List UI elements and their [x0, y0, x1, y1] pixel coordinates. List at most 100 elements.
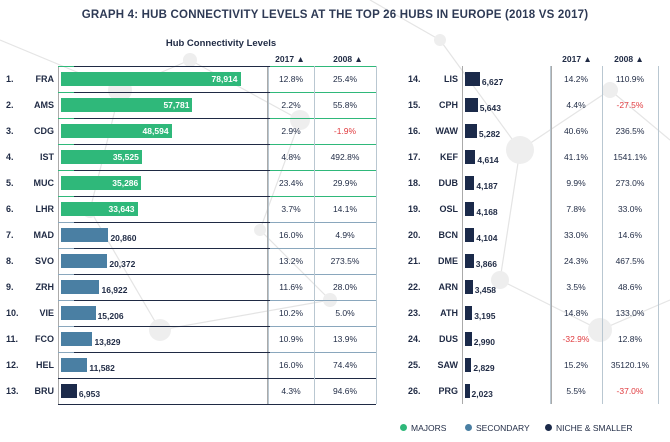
column-divider [376, 66, 377, 404]
row-rank: 23. [408, 308, 421, 318]
table-row: 20. BCN 4,104 33.0% 14.6% [388, 222, 670, 248]
bar-cell: 5,643 [462, 92, 552, 118]
bar-value-label: 6,953 [78, 389, 101, 399]
bar-cell: 3,458 [462, 274, 552, 300]
airport-code: DUS [438, 334, 458, 344]
value-2017: 33.0% [563, 230, 589, 240]
bar-cell: 2,990 [462, 326, 552, 352]
value-2017: 15.2% [563, 360, 589, 370]
bar-zrh [61, 280, 100, 294]
bar-prg [465, 384, 470, 398]
bar-cell: 13,829 [58, 326, 268, 352]
value-2017: 4.8% [281, 152, 301, 162]
value-2018: 12.8% [617, 334, 643, 344]
airport-code: ZRH [35, 282, 55, 292]
row-rank: 20. [408, 230, 421, 240]
airport-code: VIE [39, 308, 54, 318]
row-separator [74, 404, 270, 405]
bar-value-label: 4,168 [476, 207, 498, 217]
value-2017: 11.6% [279, 282, 303, 292]
bar-value-label: 6,627 [481, 77, 504, 87]
airport-code: FRA [35, 74, 55, 84]
airport-code: ATH [440, 308, 458, 318]
value-2018: 492.8% [330, 152, 360, 162]
bar-vie [61, 306, 96, 320]
table-row: 12. HEL 11,582 16.0% 74.4% [0, 352, 390, 378]
table-row: 1. FRA 78,914 12.8% 25.4% [0, 66, 390, 92]
value-2017: 14.8% [563, 308, 589, 318]
value-2017: 2.9% [281, 126, 301, 136]
bar-value-label: 16,922 [101, 285, 128, 295]
bar-value-label: 3,866 [475, 259, 497, 269]
bar-dub [465, 176, 475, 190]
legend-secondary-swatch-icon [465, 424, 472, 432]
bar-fco [61, 332, 93, 346]
legend-item-niche: NICHE & SMALLER [545, 422, 633, 433]
table-row: 3. CDG 48,594 2.9% -1.9% [0, 118, 390, 144]
bar-lhr [61, 202, 138, 216]
value-2017: 14.2% [563, 74, 589, 84]
value-2017: 24.3% [563, 256, 589, 266]
value-2018: 467.5% [615, 256, 645, 266]
table-row: 19. OSL 4,168 7.8% 33.0% [388, 196, 670, 222]
bar-cell: 11,582 [58, 352, 268, 378]
airport-code: OSL [439, 204, 458, 214]
row-rank: 9. [6, 282, 14, 292]
airport-code: HEL [36, 360, 54, 370]
airport-code: KEF [440, 152, 458, 162]
value-2018: 1541.1% [613, 152, 647, 162]
row-rank: 15. [408, 100, 421, 110]
bar-ath [465, 306, 473, 320]
row-rank: 3. [6, 126, 14, 136]
bar-cell: 33,643 [58, 196, 268, 222]
value-2017: 16.0% [278, 230, 304, 240]
bar-value-label: 3,458 [474, 285, 497, 295]
value-2018: 35120.1% [610, 360, 650, 370]
airport-code: WAW [435, 126, 459, 136]
row-separator [74, 274, 270, 275]
bar-bru [61, 384, 77, 398]
table-row: 26. PRG 2,023 5.5% -37.0% [388, 378, 670, 404]
value-2018: -1.9% [333, 126, 357, 136]
bar-bcn [465, 228, 475, 242]
value-2018: 28.0% [332, 282, 358, 292]
bar-value-label: 15,206 [97, 311, 124, 321]
bar-mad [61, 228, 109, 242]
bar-ams [61, 98, 193, 112]
bar-value-label: 5,643 [479, 103, 501, 113]
bar-muc [61, 176, 142, 190]
bar-kef [465, 150, 476, 164]
row-rank: 14. [408, 74, 421, 84]
table-row: 17. KEF 4,614 41.1% 1541.1% [388, 144, 670, 170]
bar-value-label: 5,282 [478, 129, 501, 139]
row-rank: 6. [6, 204, 14, 214]
row-rank: 18. [408, 178, 421, 188]
airport-code: IST [39, 152, 54, 162]
value-2018: 5.0% [335, 308, 355, 318]
row-rank: 25. [408, 360, 421, 370]
row-rank: 1. [6, 74, 14, 84]
column-divider [314, 66, 315, 404]
bar-value-label: 13,829 [94, 337, 121, 347]
bar-osl [465, 202, 475, 216]
value-2018: 110.9% [615, 74, 645, 84]
value-2018: -27.5% [616, 100, 644, 110]
airport-code: CDG [34, 126, 54, 136]
value-2017: 10.9% [278, 334, 304, 344]
value-2018: 14.6% [617, 230, 643, 240]
row-rank: 26. [408, 386, 421, 396]
airport-code: DUB [438, 178, 459, 188]
bar-cell: 3,195 [462, 300, 552, 326]
airport-code: MAD [33, 230, 55, 240]
bar-cell: 20,372 [58, 248, 268, 274]
column-divider [268, 66, 269, 404]
value-2018: 236.5% [615, 126, 645, 136]
row-separator [74, 248, 270, 249]
row-rank: 24. [408, 334, 421, 344]
chart-subtitle: Hub Connectivity Levels [165, 38, 277, 49]
value-2017: 3.5% [566, 282, 586, 292]
bar-cell: 4,187 [462, 170, 552, 196]
legend-niche-label: NICHE & SMALLER [556, 422, 633, 433]
bar-cell: 20,860 [58, 222, 268, 248]
